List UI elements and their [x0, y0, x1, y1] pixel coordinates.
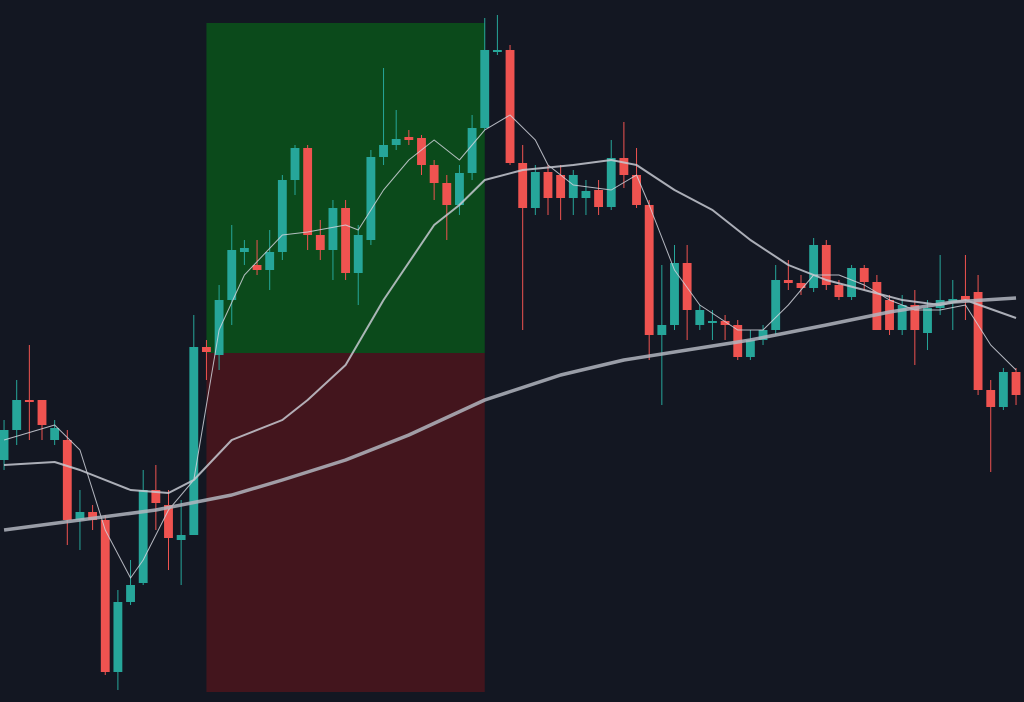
candle-body	[695, 310, 705, 325]
candle-body	[923, 308, 932, 333]
candle-body	[796, 283, 806, 288]
candle-body	[480, 50, 490, 128]
moving-average	[3, 296, 1017, 532]
candle-body	[429, 165, 439, 183]
candle-body	[303, 148, 313, 235]
candle-body	[998, 372, 1008, 407]
candle-body	[189, 347, 199, 535]
candle-body	[670, 263, 679, 325]
candle-body	[202, 347, 211, 352]
candle-body	[821, 245, 831, 285]
candle-body	[467, 128, 477, 173]
candle-body	[315, 235, 325, 250]
candle-body	[745, 340, 755, 357]
candle-body	[126, 585, 135, 602]
moving-average	[3, 114, 1017, 579]
candle-body	[379, 145, 388, 157]
moving-average	[3, 159, 1017, 494]
candle-body	[50, 428, 60, 440]
candle-body	[644, 205, 654, 335]
candle-body	[885, 300, 894, 330]
candle-body	[872, 282, 882, 330]
candle-body	[961, 296, 970, 300]
candle-body	[366, 157, 376, 240]
candle-body	[556, 175, 566, 198]
candle-body	[37, 400, 47, 425]
candle-body	[290, 148, 300, 180]
candle-body	[227, 250, 237, 300]
candle-body	[758, 330, 768, 340]
candle-body	[239, 248, 249, 252]
candle-body	[12, 400, 22, 430]
candle-body	[151, 490, 161, 503]
candle-body	[809, 245, 819, 288]
candle-body	[138, 490, 148, 583]
candle-body	[657, 325, 667, 335]
candle-body	[277, 180, 287, 252]
candle-body	[518, 163, 528, 208]
candle-body	[720, 321, 730, 325]
candle-body	[708, 321, 717, 323]
candle-body	[0, 430, 9, 460]
candle-body	[341, 208, 351, 273]
candle-body	[568, 175, 578, 198]
candle-body	[176, 535, 186, 540]
candle-body	[682, 263, 692, 310]
candle-body	[24, 400, 34, 402]
candle-body	[606, 158, 616, 207]
candle-body	[986, 390, 996, 407]
loss-zone	[206, 353, 485, 692]
candle-body	[505, 50, 515, 163]
candle-body	[492, 50, 502, 52]
profit-zone	[206, 23, 485, 353]
candle-body	[442, 183, 452, 205]
candle-body	[1011, 372, 1021, 395]
candle-body	[404, 137, 414, 140]
candle-body	[619, 158, 629, 175]
candle-body	[62, 440, 72, 520]
candle-body	[910, 305, 920, 330]
candle-body	[783, 280, 793, 283]
candle-body	[771, 280, 781, 330]
candle-body	[265, 252, 275, 270]
candle-body	[214, 300, 224, 355]
candle-body	[353, 235, 363, 273]
candle-body	[530, 172, 540, 208]
candle-body	[252, 265, 262, 270]
candle-body	[113, 602, 123, 672]
candle-body	[859, 268, 869, 282]
candle-body	[973, 292, 983, 390]
candle-body	[455, 173, 464, 205]
candle-body	[75, 512, 85, 520]
candle-body	[391, 139, 401, 145]
candle-body	[164, 505, 173, 538]
candle-body	[897, 305, 907, 330]
candle-body	[100, 520, 110, 672]
candle-body	[328, 208, 338, 250]
candle-body	[581, 191, 591, 198]
candle-body	[88, 512, 98, 520]
candle-body	[417, 138, 426, 165]
candle-body	[847, 268, 857, 297]
candle-body	[543, 172, 553, 198]
candle-body	[632, 175, 641, 205]
candle-body	[594, 190, 604, 207]
candle-body	[834, 285, 844, 297]
